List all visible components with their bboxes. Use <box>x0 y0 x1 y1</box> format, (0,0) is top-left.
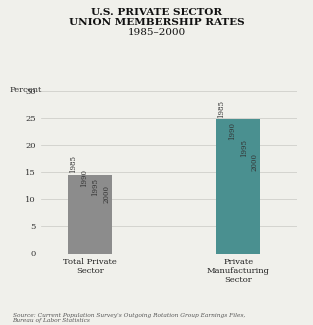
Text: 1985–2000: 1985–2000 <box>127 28 186 37</box>
Bar <box>249 173 260 254</box>
Bar <box>79 189 112 254</box>
Bar <box>238 158 260 254</box>
Text: 1990: 1990 <box>80 169 89 188</box>
Bar <box>90 198 112 254</box>
Bar <box>101 205 112 254</box>
Text: 1995: 1995 <box>240 138 248 157</box>
Text: 2000: 2000 <box>251 153 259 171</box>
Text: 1995: 1995 <box>92 178 100 196</box>
Bar <box>68 175 112 254</box>
Text: Source: Current Population Survey's Outgoing Rotation Group Earnings Files,
Bure: Source: Current Population Survey's Outg… <box>13 313 245 323</box>
Text: UNION MEMBERSHIP RATES: UNION MEMBERSHIP RATES <box>69 18 244 27</box>
Bar <box>216 119 260 254</box>
Text: 1990: 1990 <box>228 122 237 140</box>
Text: 1985: 1985 <box>69 155 77 173</box>
Text: Percent: Percent <box>9 86 42 94</box>
Bar <box>227 142 260 254</box>
Text: 1985: 1985 <box>218 99 225 118</box>
Text: U.S. PRIVATE SECTOR: U.S. PRIVATE SECTOR <box>91 8 222 17</box>
Text: 2000: 2000 <box>103 185 111 203</box>
